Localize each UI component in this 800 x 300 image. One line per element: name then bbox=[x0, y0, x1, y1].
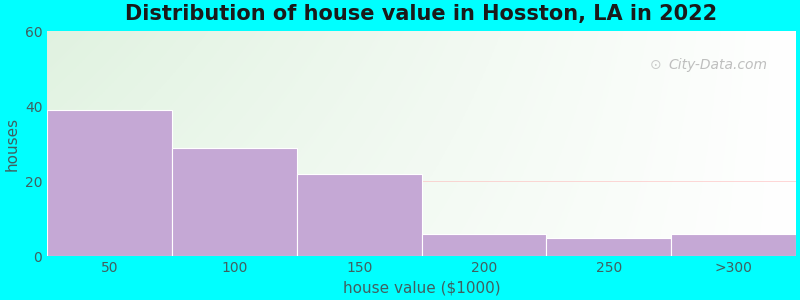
Title: Distribution of house value in Hosston, LA in 2022: Distribution of house value in Hosston, … bbox=[126, 4, 718, 24]
X-axis label: house value ($1000): house value ($1000) bbox=[342, 281, 500, 296]
Bar bbox=[172, 148, 297, 256]
Text: ⊙: ⊙ bbox=[650, 58, 662, 72]
Bar bbox=[671, 234, 796, 256]
Bar bbox=[422, 234, 546, 256]
Bar bbox=[546, 238, 671, 256]
Y-axis label: houses: houses bbox=[4, 117, 19, 171]
Text: City-Data.com: City-Data.com bbox=[669, 58, 767, 72]
Bar bbox=[47, 110, 172, 256]
Bar bbox=[297, 174, 422, 256]
